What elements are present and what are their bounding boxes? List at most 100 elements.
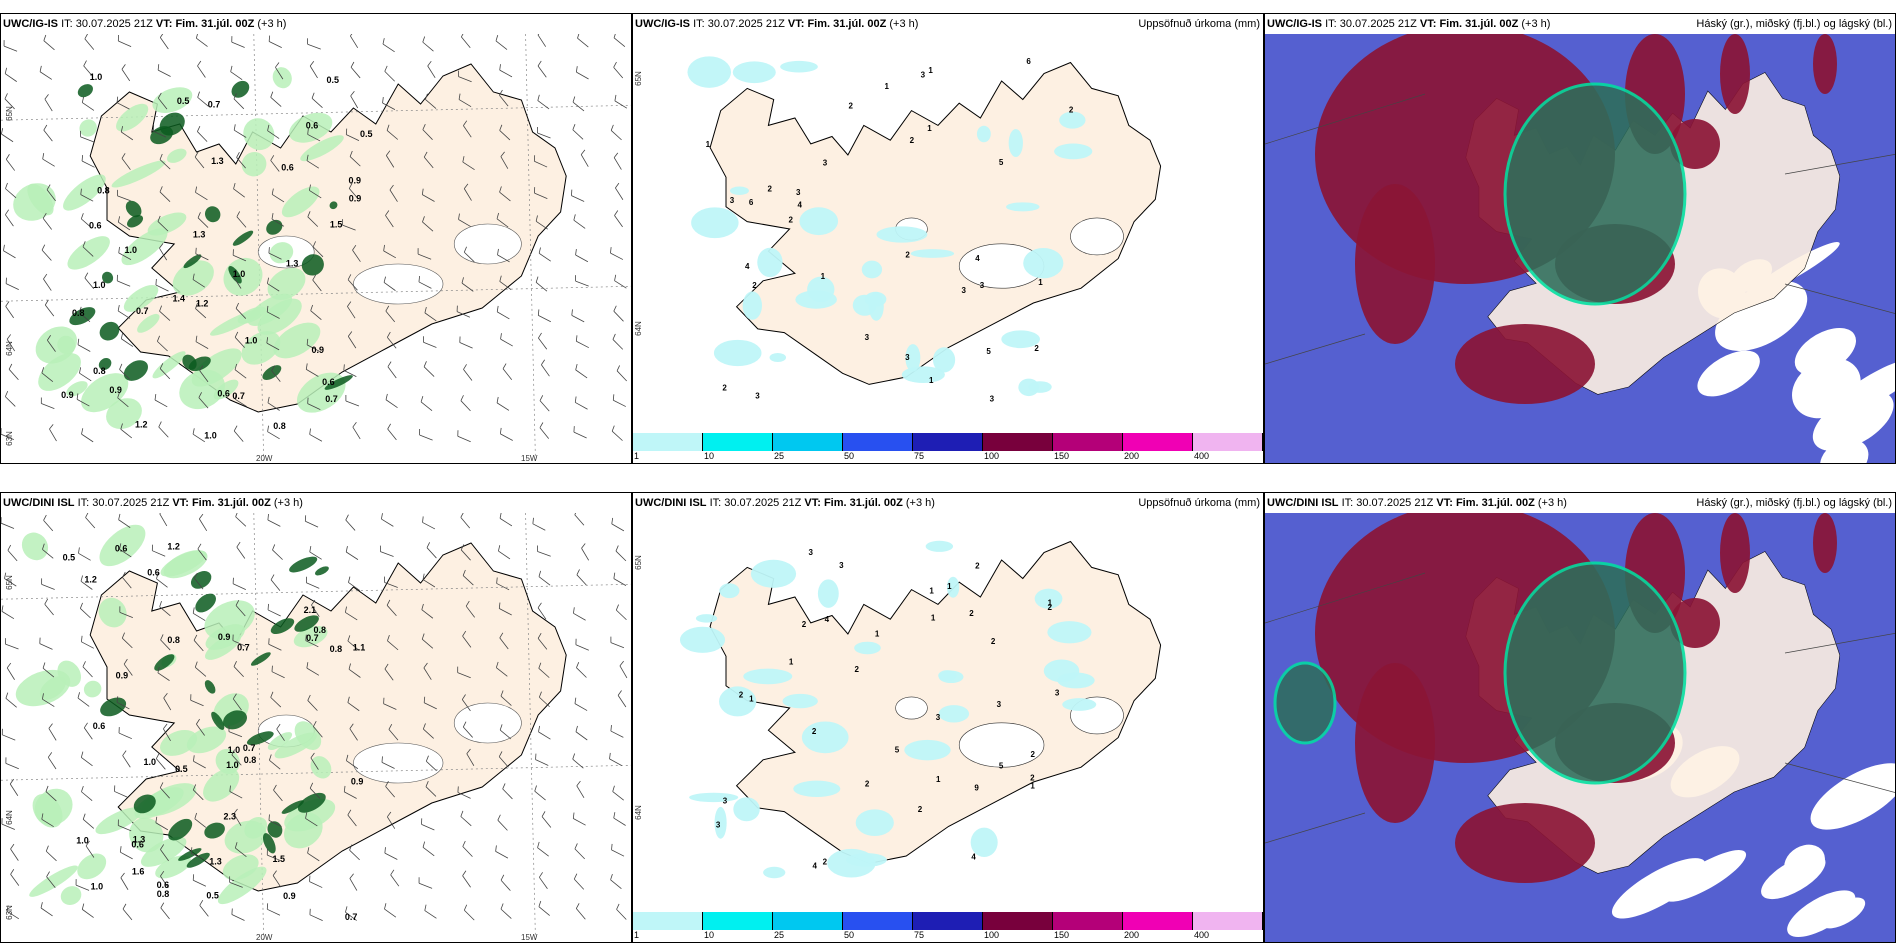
wind-barb: [198, 392, 209, 409]
wind-barb: [84, 272, 95, 290]
precip-area: [1034, 588, 1063, 609]
wind-barb: [275, 62, 284, 80]
wind-barb: [424, 904, 437, 919]
wind-barb: [151, 544, 166, 557]
wind-barb: [122, 571, 132, 589]
colorbar-tick-label: 150: [1054, 451, 1070, 461]
wind-barb: [197, 212, 209, 228]
wind-barb: [192, 607, 206, 621]
precip-value-label: 0.7: [243, 743, 256, 753]
wind-barb: [81, 785, 93, 802]
wind-barb: [343, 785, 357, 799]
precip-value-label: 0.6: [131, 839, 144, 849]
precip-value-label: 2: [991, 637, 996, 646]
wind-barb: [422, 516, 436, 530]
precip-value-label: 1.0: [76, 835, 89, 845]
wind-barb: [348, 663, 361, 678]
wind-barb: [8, 363, 19, 381]
precip-area: [807, 276, 835, 303]
wind-barb: [382, 97, 396, 110]
precip-value-label: 4: [971, 852, 976, 861]
wind-barb: [77, 692, 90, 707]
precip-heavy: [223, 710, 247, 730]
colorbar-tick-label: 100: [984, 451, 1000, 461]
wind-barb: [121, 153, 131, 170]
precip-value-label: 1: [884, 82, 889, 91]
precip-area: [719, 583, 740, 599]
wind-barb: [47, 335, 56, 352]
precip-light: [167, 148, 187, 163]
wind-barb: [121, 632, 133, 649]
wind-barb: [348, 183, 359, 200]
wind-barb: [307, 128, 321, 142]
precip-heavy: [204, 822, 225, 839]
wind-barb: [81, 428, 94, 443]
wind-barb: [462, 630, 472, 648]
colorbar-swatch: [913, 912, 983, 930]
wind-barb: [381, 756, 395, 769]
wind-barb: [45, 845, 57, 862]
wind-barb: [39, 637, 53, 650]
wind-barb: [159, 186, 171, 202]
lat-label: 63N: [4, 905, 14, 920]
wind-barb: [155, 816, 169, 831]
precip-value-label: 1: [1038, 278, 1043, 287]
wind-barb: [160, 902, 170, 920]
wind-barb: [425, 93, 437, 109]
wind-barb: [304, 515, 319, 528]
precip-value-label: 4: [745, 262, 750, 271]
wind-barb: [77, 338, 91, 352]
wind-barb: [575, 275, 589, 287]
colorbar-swatch: [983, 912, 1053, 930]
wind-barb: [387, 634, 399, 651]
wind-barb: [308, 184, 322, 199]
precip-area: [1059, 111, 1086, 129]
wind-barb: [538, 872, 548, 889]
lat-label: 64N: [633, 805, 643, 820]
wind-barb: [43, 124, 53, 142]
wind-barb: [79, 602, 91, 619]
clear-sky-area: [1810, 763, 1895, 830]
colorbar-swatch: [843, 912, 913, 930]
wind-barb: [348, 576, 361, 591]
wind-barb: [235, 302, 247, 319]
wind-barb: [305, 634, 319, 648]
wind-barb: [42, 153, 55, 167]
wind-barb: [463, 183, 472, 201]
precip-heavy: [159, 112, 185, 136]
precip-value-label: 1: [789, 657, 794, 666]
wind-barb: [118, 727, 132, 740]
wind-barb: [610, 873, 622, 889]
precip-light: [140, 836, 187, 867]
wind-barb: [350, 61, 361, 79]
wind-barb: [615, 545, 627, 562]
wind-barb: [572, 812, 586, 826]
precip-value-label: 2: [849, 101, 854, 110]
precip-light: [155, 855, 192, 879]
wind-barb: [197, 543, 207, 561]
wind-barb: [427, 60, 436, 79]
precip-value-label: 3: [730, 196, 735, 205]
precip-heavy: [329, 201, 338, 210]
wind-barb: [194, 661, 207, 677]
wind-barb: [309, 428, 323, 442]
wind-barb: [614, 210, 623, 228]
colorbar-tick-label: 50: [844, 930, 855, 940]
glacier-area: [453, 702, 522, 744]
wind-barb: [197, 60, 206, 78]
precip-light: [67, 236, 110, 270]
lon-label: 20W: [256, 933, 273, 942]
wind-barb: [75, 879, 90, 891]
precip-value-label: 0.6: [322, 377, 335, 387]
wind-barb: [195, 335, 209, 350]
wind-barb: [426, 542, 437, 559]
wind-barb: [196, 718, 205, 736]
precip-area: [793, 780, 841, 798]
precip-value-label: 3: [990, 394, 995, 403]
wind-barb: [273, 784, 283, 802]
wind-barb: [270, 91, 282, 107]
wind-barb: [271, 213, 285, 227]
wind-barb: [81, 96, 95, 111]
colorbar-tick-label: 150: [1054, 930, 1070, 940]
precip-value-label: 0.5: [326, 75, 339, 85]
